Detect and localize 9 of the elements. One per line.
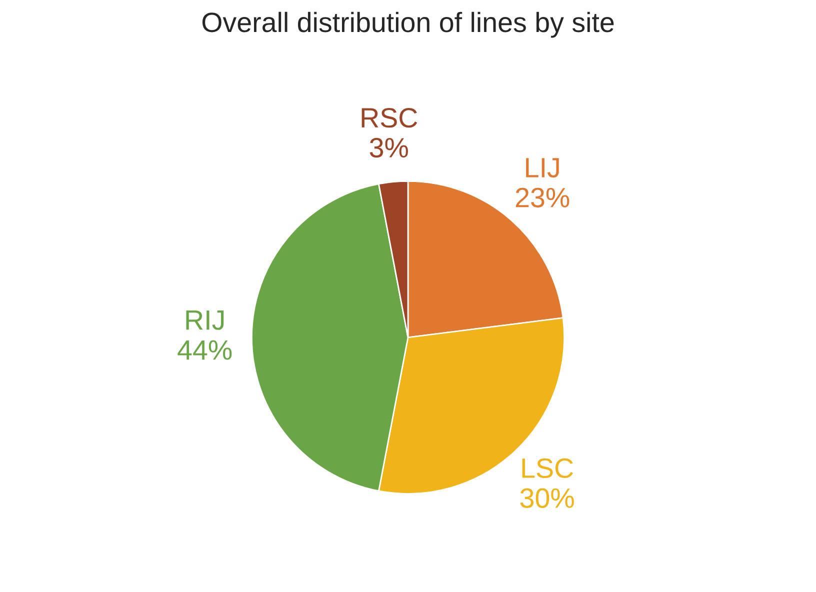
slice-label: RIJ (186, 310, 224, 330)
slice-label: LSC (522, 458, 574, 478)
slice-label: RSC (362, 108, 418, 128)
chart-title: Overall distribution of lines by site (202, 12, 614, 38)
data-label: 3% (370, 138, 408, 158)
data-label: 30% (520, 488, 574, 508)
slice-label: LIJ (526, 158, 559, 178)
data-label: 44% (178, 340, 232, 360)
data-label: 23% (516, 188, 570, 208)
